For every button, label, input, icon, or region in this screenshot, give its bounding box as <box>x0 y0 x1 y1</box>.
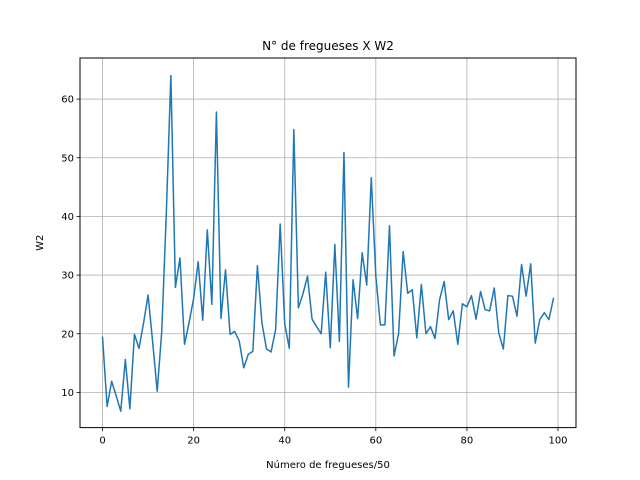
chart-title: N° de fregueses X W2 <box>262 39 394 53</box>
y-axis-label: W2 <box>35 235 46 251</box>
grid-lines <box>80 58 576 428</box>
x-tick-label: 20 <box>187 436 200 447</box>
data-series <box>101 74 555 412</box>
x-tick-label: 80 <box>461 436 474 447</box>
x-tick-label: 0 <box>99 436 105 447</box>
y-tick-label: 10 <box>61 388 74 399</box>
y-tick-label: 40 <box>61 212 74 223</box>
plot-frame <box>79 57 577 429</box>
x-tick-label: 40 <box>278 436 291 447</box>
x-axis-label: Número de fregueses/50 <box>266 459 390 471</box>
x-tick-label: 60 <box>369 436 382 447</box>
x-axis-ticks: 0 20 40 60 80 100 <box>99 427 568 447</box>
x-tick-label: 100 <box>548 436 567 447</box>
y-tick-label: 60 <box>61 95 74 106</box>
y-tick-label: 20 <box>61 329 74 340</box>
y-tick-label: 30 <box>61 271 74 282</box>
y-axis-ticks: 10 20 30 40 50 60 <box>61 95 80 399</box>
series-line <box>101 74 555 412</box>
y-tick-label: 50 <box>61 153 74 164</box>
